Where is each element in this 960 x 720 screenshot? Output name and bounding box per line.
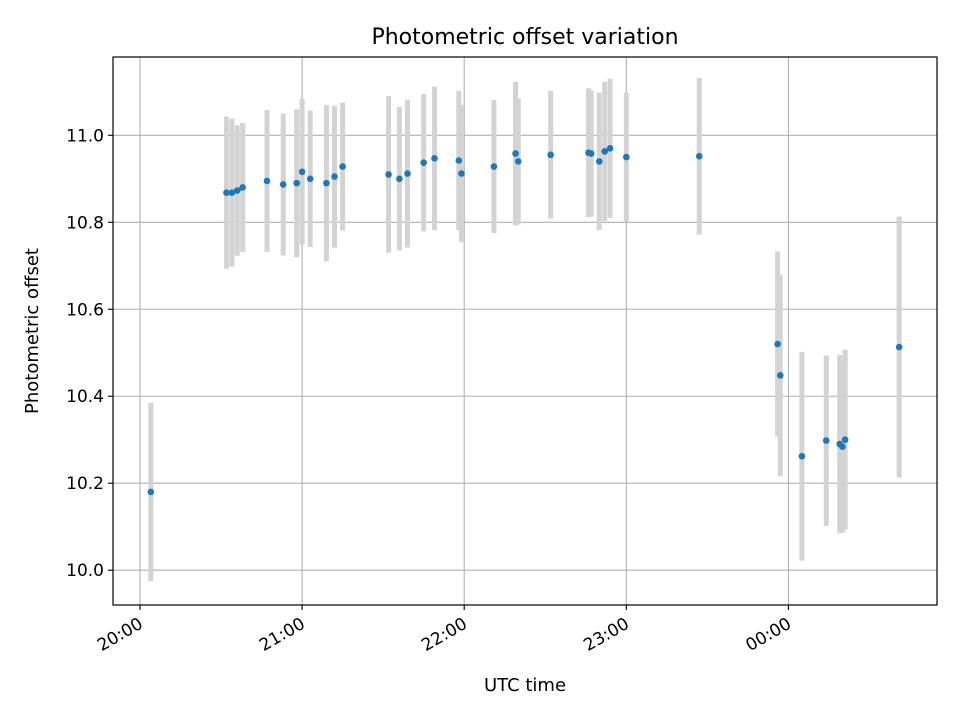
- data-point: [798, 452, 806, 460]
- data-point: [514, 158, 522, 165]
- data-point: [323, 179, 330, 187]
- y-axis-label: Photometric offset: [22, 248, 43, 414]
- chart-title: Photometric offset variation: [371, 25, 678, 50]
- data-point: [606, 145, 614, 152]
- data-point: [339, 163, 346, 170]
- data-point: [263, 177, 271, 185]
- data-point: [223, 189, 230, 196]
- data-point: [233, 187, 241, 194]
- x-axis-label: UTC time: [484, 675, 566, 696]
- data-point: [623, 153, 630, 161]
- data-point: [777, 372, 784, 379]
- data-point: [385, 171, 392, 178]
- data-point: [239, 184, 246, 191]
- data-points: [147, 145, 903, 496]
- data-point: [490, 163, 498, 170]
- data-point: [306, 175, 314, 183]
- plot-frame: [112, 56, 938, 606]
- data-point: [298, 168, 306, 176]
- y-tick-label: 10.0: [66, 561, 104, 581]
- y-tick-label: 10.6: [66, 300, 104, 320]
- y-tick-label: 10.2: [66, 474, 104, 494]
- data-point: [601, 148, 608, 155]
- data-point: [839, 443, 846, 450]
- y-tick-label: 10.4: [66, 387, 104, 407]
- data-point: [420, 159, 427, 166]
- y-tick-label: 11.0: [66, 126, 104, 146]
- data-point: [331, 173, 338, 180]
- data-point: [458, 170, 465, 177]
- data-point: [404, 170, 411, 177]
- data-point: [455, 157, 463, 164]
- data-point: [228, 189, 236, 196]
- data-point: [774, 340, 781, 348]
- data-point: [587, 150, 595, 157]
- data-point: [293, 179, 301, 187]
- data-point: [396, 175, 403, 183]
- data-point: [841, 436, 849, 444]
- data-point: [147, 488, 155, 496]
- data-point: [695, 152, 703, 160]
- data-point: [822, 437, 830, 444]
- data-point: [595, 158, 603, 165]
- data-point: [431, 155, 438, 162]
- y-tick-label: 10.8: [66, 213, 104, 233]
- data-point: [279, 181, 287, 188]
- data-point: [547, 151, 554, 159]
- data-point: [512, 150, 519, 157]
- data-point: [895, 343, 903, 351]
